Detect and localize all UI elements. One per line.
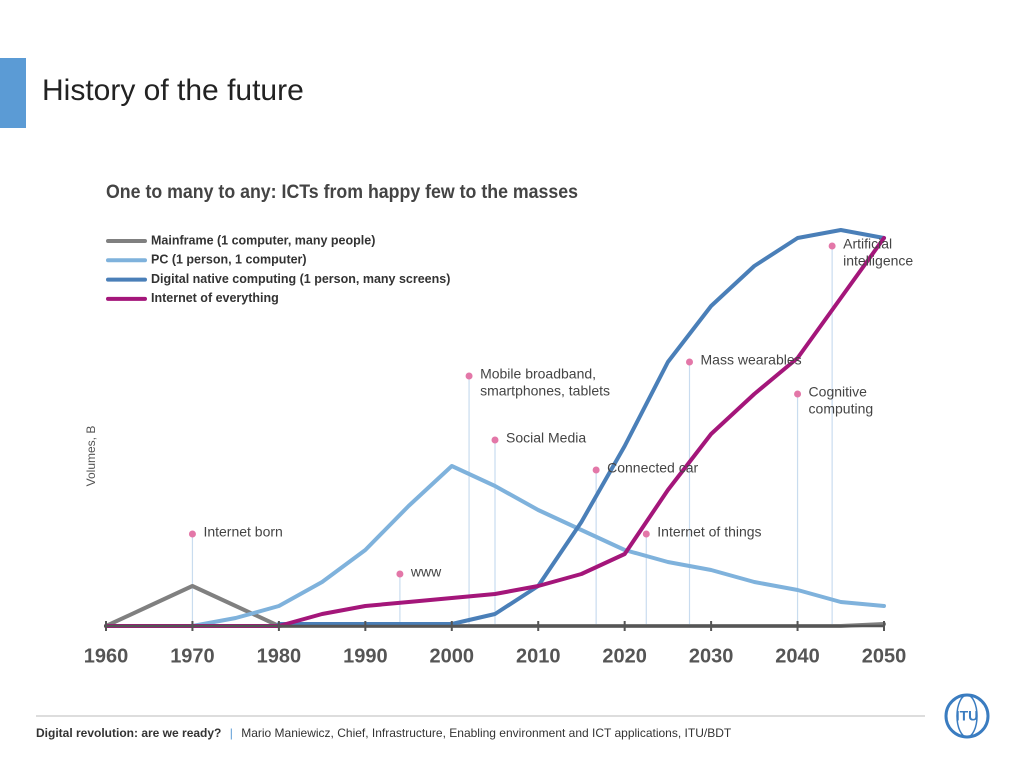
annotation-dot (396, 570, 404, 578)
footer-text: Mario Maniewicz, Chief, Infrastructure, … (241, 726, 732, 740)
legend-label: PC (1 person, 1 computer) (151, 253, 307, 267)
annotation-dot (794, 390, 802, 398)
annotation-dot (828, 242, 836, 250)
annotation-label: Mass wearables (701, 352, 802, 368)
legend-label: Internet of everything (151, 291, 279, 305)
x-tick-label: 1980 (257, 645, 302, 667)
annotation-label: intelligence (843, 253, 913, 269)
footer-bold: Digital revolution: are we ready? (36, 726, 221, 740)
series-line (190, 464, 886, 628)
annotation-dot (188, 530, 196, 538)
annotation-label: Internet of things (657, 524, 761, 540)
y-axis-label: Volumes, B (84, 426, 98, 487)
annotation-label: smartphones, tablets (480, 383, 610, 399)
footer: Digital revolution: are we ready? | Mari… (36, 726, 732, 740)
annotation-dot (491, 436, 499, 444)
legend-label: Mainframe (1 computer, many people) (151, 233, 375, 247)
footer-separator: | (230, 726, 233, 740)
logo-text: ITU (956, 708, 979, 724)
annotation-label: Internet born (203, 524, 282, 540)
x-tick-label: 2000 (430, 645, 475, 667)
annotation-label: Connected car (607, 460, 698, 476)
x-tick-label: 2040 (775, 645, 820, 667)
annotation-label: Artificial (843, 236, 892, 252)
x-tick-label: 2050 (862, 645, 907, 667)
x-tick-label: 1990 (343, 645, 388, 667)
x-tick-label: 1970 (170, 645, 215, 667)
logo-meridian (956, 694, 978, 738)
legend-label: Digital native computing (1 person, many… (151, 272, 450, 286)
annotation-label: Mobile broadband, (480, 366, 596, 382)
annotation-dot (465, 372, 473, 380)
annotation-label: computing (809, 401, 874, 417)
x-tick-label: 2010 (516, 645, 561, 667)
annotation-label: www (410, 564, 442, 580)
x-tick-label: 2030 (689, 645, 734, 667)
x-tick-label: 2020 (602, 645, 647, 667)
x-tick-label: 1960 (84, 645, 129, 667)
series-line (276, 228, 886, 626)
annotation-label: Cognitive (809, 384, 868, 400)
annotation-dot (592, 466, 600, 474)
annotation-dot (642, 530, 650, 538)
annotation-dot (686, 358, 693, 366)
slide-title: History of the future (42, 74, 304, 107)
itu-logo: ITU (944, 693, 990, 739)
chart-title: One to many to any: ICTs from happy few … (106, 182, 578, 203)
annotation-label: Social Media (506, 430, 586, 446)
title-accent (0, 58, 26, 128)
